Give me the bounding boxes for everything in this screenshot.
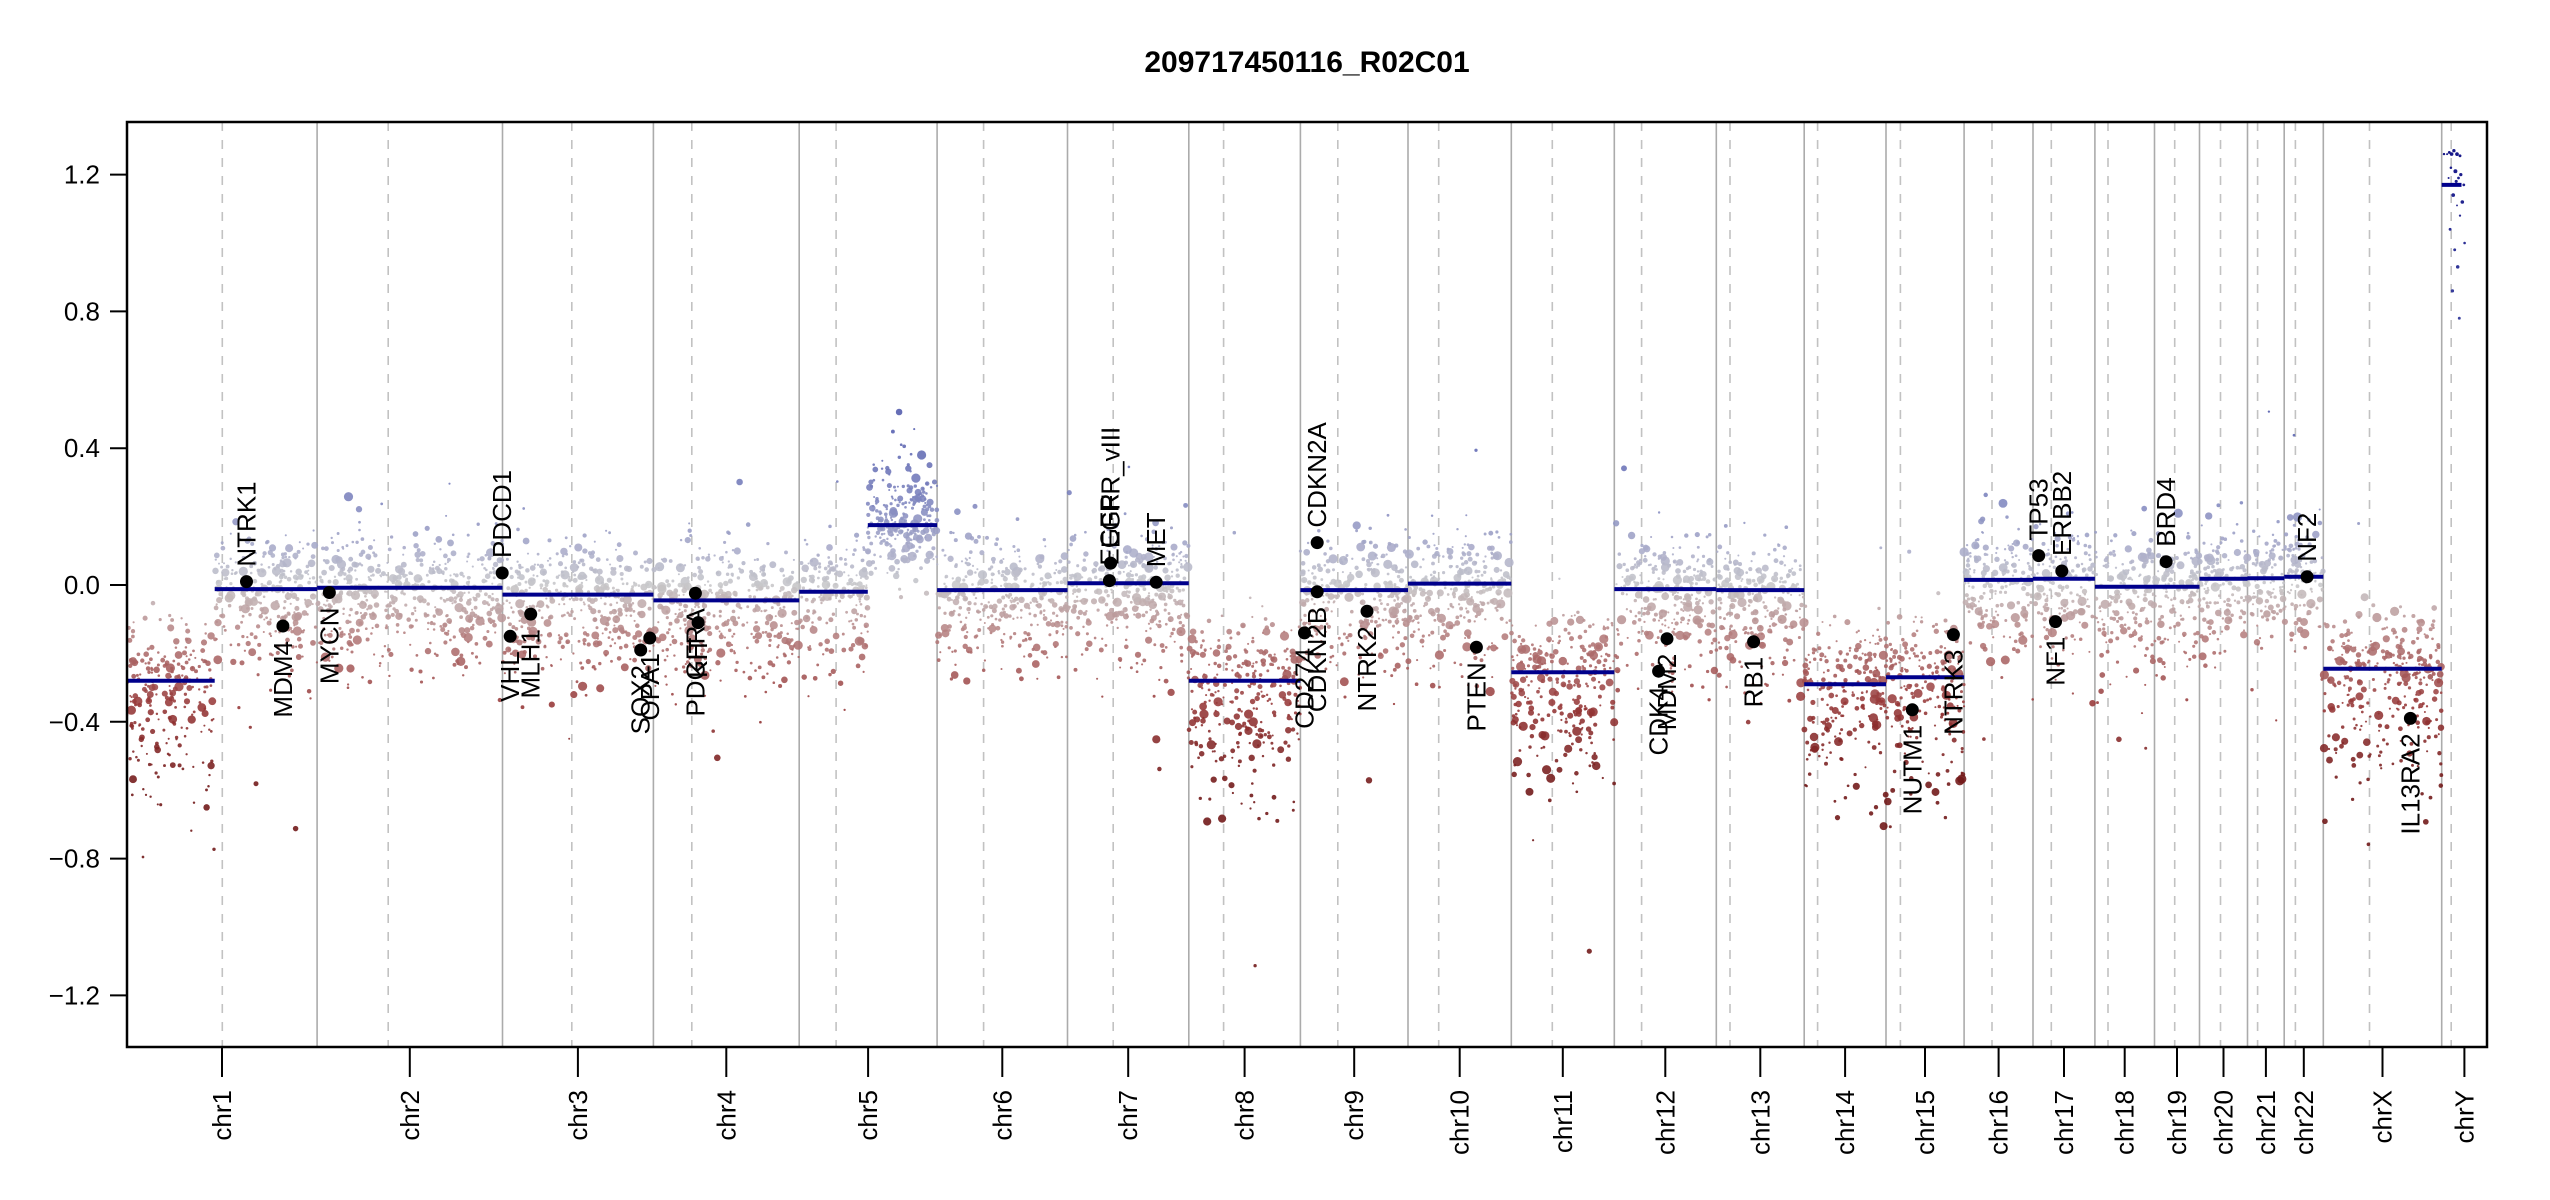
x-tick-label-chr13: chr13 [1745, 1090, 1775, 1155]
gene-label-MET: MET [1141, 512, 1171, 567]
x-tick-label-chr12: chr12 [1650, 1090, 1680, 1155]
gene-dot-EGFR [1102, 574, 1116, 588]
gene-dot-OPA1 [643, 631, 657, 645]
x-tick-label-chr16: chr16 [1984, 1090, 2014, 1155]
x-tick-label-chr2: chr2 [395, 1090, 425, 1141]
gene-dot-NF1 [2049, 615, 2062, 629]
gene-label-EGFR: EGFR [1094, 493, 1124, 565]
gene-dot-CD274 [1298, 626, 1311, 640]
x-tick-label-chr14: chr14 [1830, 1090, 1860, 1155]
gene-label-EGFR_vIII: EGFR_vIII [1096, 427, 1126, 548]
gene-label-NF1: NF1 [2041, 637, 2071, 686]
x-tick-label-chr19: chr19 [2162, 1090, 2192, 1155]
gene-dot-MYCN [322, 586, 336, 599]
gene-label-MLH1: MLH1 [516, 629, 546, 698]
gene-label-SOX2: SOX2 [626, 665, 656, 734]
gene-label-CD274: CD274 [1290, 648, 1320, 729]
y-tick-label: −0.4 [49, 707, 100, 737]
gene-dot-RB1 [1747, 635, 1761, 649]
gene-dot-IL13RA2 [2403, 711, 2417, 725]
gene-label-MDM4: MDM4 [268, 641, 298, 718]
gene-dot-SOX2 [634, 643, 648, 657]
gene-label-RB1: RB1 [1739, 657, 1769, 708]
gene-dot-MDM4 [276, 619, 290, 633]
gene-label-CDKN2A: CDKN2A [1302, 421, 1332, 527]
gene-dot-NTRK1 [240, 575, 253, 589]
x-tick-label-chrX: chrX [2368, 1090, 2398, 1143]
x-tick-label-chr18: chr18 [2110, 1090, 2140, 1155]
gene-label-MDM2: MDM2 [1652, 654, 1682, 731]
gene-label-PTEN: PTEN [1461, 662, 1491, 731]
x-tick-label-chr3: chr3 [563, 1090, 593, 1141]
gene-dot-NTRK3 [1946, 628, 1960, 642]
axes: 1.2 0.8 0.4 0.0 −0.4 −0.8 −1.2 chr1 chr2 chr3 chr4… [49, 120, 2489, 1155]
gene-dot-PDCD1 [495, 566, 509, 580]
gene-label-NUTM1: NUTM1 [1897, 725, 1927, 815]
gene-dot-MET [1149, 575, 1163, 589]
x-tick-label-chr10: chr10 [1445, 1090, 1475, 1155]
gene-dot-NTRK2 [1360, 604, 1374, 618]
gene-label-NTRK1: NTRK1 [232, 481, 262, 566]
gene-label-NTRK2: NTRK2 [1352, 626, 1382, 711]
gene-dot-KIT [691, 616, 705, 630]
gene-dot-MLH1 [524, 607, 538, 621]
x-tick-label-chr20: chr20 [2209, 1090, 2239, 1155]
x-tick-label-chr21: chr21 [2251, 1090, 2281, 1155]
x-tick-label-chr11: chr11 [1548, 1090, 1578, 1153]
gene-dot-CDKN2B [1310, 585, 1324, 599]
x-tick-label-chr7: chr7 [1113, 1090, 1143, 1141]
gene-label-KIT: KIT [683, 637, 713, 678]
gene-dot-PDGFRA [688, 586, 702, 600]
x-tick-label-chrY: chrY [2449, 1090, 2479, 1143]
gene-label-NTRK3: NTRK3 [1938, 650, 1968, 735]
gene-label-NF2: NF2 [2292, 513, 2322, 562]
gene-dot-ERBB2 [2055, 564, 2069, 578]
x-tick-label-chr17: chr17 [2049, 1090, 2079, 1155]
gene-dot-EGFR_vIII [1104, 556, 1118, 570]
x-tick-label-chr1: chr1 [207, 1090, 237, 1141]
gene-dot-BRD4 [2159, 555, 2173, 569]
gene-dot-TP53 [2032, 549, 2046, 563]
segment-lines [127, 182, 2462, 687]
gene-label-ERBB2: ERBB2 [2047, 471, 2077, 556]
x-tick-label-chr5: chr5 [853, 1090, 883, 1141]
gene-label-IL13RA2: IL13RA2 [2395, 733, 2425, 834]
gene-label-BRD4: BRD4 [2151, 477, 2181, 546]
y-tick-label: 0.0 [64, 570, 100, 600]
y-tick-label: 1.2 [64, 160, 100, 190]
gene-dot-NUTM1 [1905, 703, 1919, 717]
gene-dot-NF2 [2300, 570, 2314, 584]
gene-label-OPA1: OPA1 [635, 653, 665, 720]
gene-label-CDKN2B: CDKN2B [1302, 607, 1332, 712]
x-tick-label-chr15: chr15 [1910, 1090, 1940, 1155]
gene-dot-CDK4 [1652, 664, 1666, 678]
chart-title: 209717450116_R02C01 [1144, 46, 1469, 79]
x-tick-label-chr4: chr4 [711, 1090, 741, 1141]
y-tick-label: 0.4 [64, 433, 100, 463]
gene-label-CDK4: CDK4 [1644, 686, 1674, 755]
gene-dot-MDM2 [1660, 632, 1674, 646]
gene-dot-VHL [503, 629, 517, 643]
x-tick-label-chr9: chr9 [1339, 1090, 1369, 1141]
x-tick-label-chr8: chr8 [1230, 1090, 1260, 1141]
x-tick-label-chr6: chr6 [987, 1090, 1017, 1141]
gene-label-TP53: TP53 [2024, 478, 2054, 540]
x-tick-label-chr22: chr22 [2289, 1090, 2319, 1155]
y-tick-label: −0.8 [49, 844, 100, 874]
gene-dot-CDKN2A [1310, 536, 1324, 550]
gene-label-PDCD1: PDCD1 [487, 470, 517, 558]
probe-points [125, 149, 2466, 968]
y-tick-label: 0.8 [64, 296, 100, 326]
y-tick-label: −1.2 [49, 980, 100, 1010]
gene-dot-PTEN [1469, 640, 1483, 654]
gene-label-VHL: VHL [495, 651, 525, 702]
gene-label-MYCN: MYCN [314, 608, 344, 685]
